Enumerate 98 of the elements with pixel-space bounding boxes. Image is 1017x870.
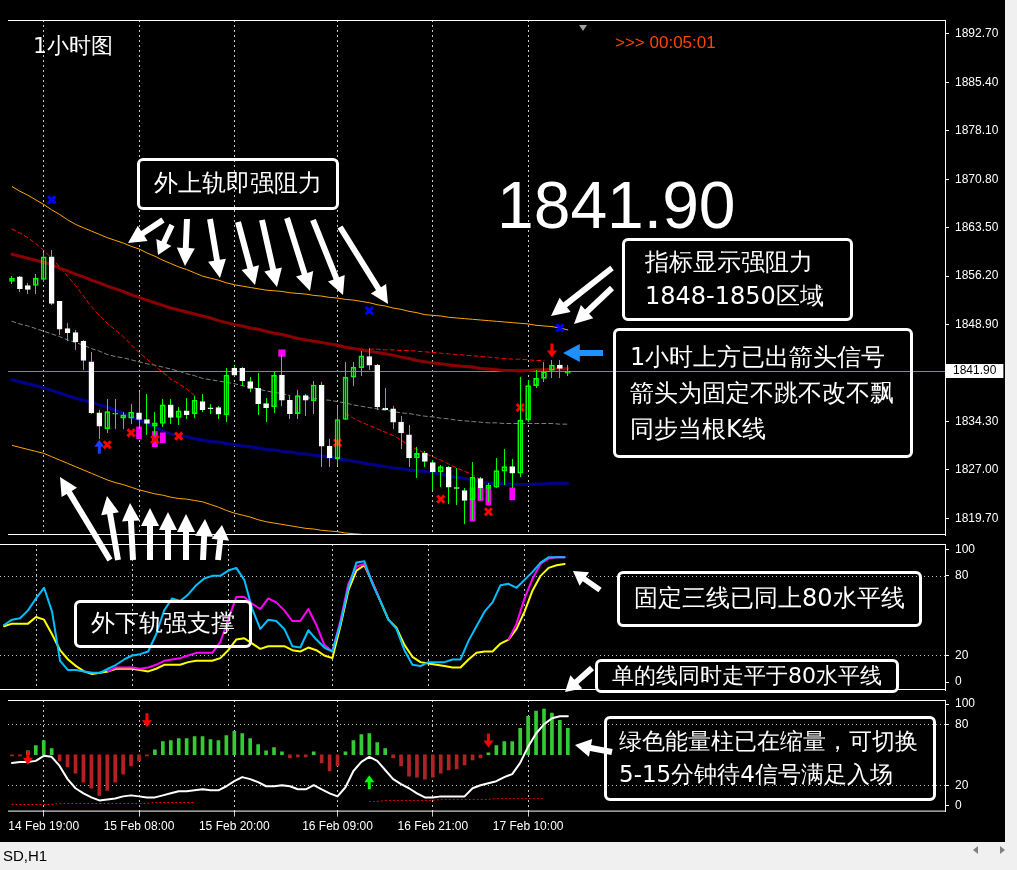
bar (240, 733, 245, 756)
bar (136, 426, 142, 440)
bar (168, 740, 173, 756)
bar (565, 728, 570, 756)
point (94, 439, 105, 454)
point (126, 427, 137, 438)
y-tick-label: 1856.20 (955, 268, 999, 283)
text: >>> 00:05:01 (615, 33, 716, 54)
bar (33, 745, 38, 756)
bar (510, 741, 515, 756)
x-tick-label: 14 Feb 19:00 (8, 819, 80, 834)
y-tick-label: 0 (955, 797, 962, 812)
text: SD,H1 (3, 847, 48, 865)
bar (367, 733, 372, 756)
bar (383, 748, 388, 756)
y-tick-label: 1834.30 (955, 413, 999, 428)
bar (311, 751, 316, 756)
point (364, 775, 375, 790)
bar (415, 754, 419, 778)
bar (303, 754, 308, 758)
y-tick-label: 20 (955, 647, 969, 662)
ref-line-label: 1841.90 (953, 363, 997, 378)
point (141, 713, 152, 728)
bar (375, 742, 380, 756)
bar (550, 712, 554, 756)
bar (105, 754, 110, 791)
bar (264, 750, 268, 756)
bar (407, 754, 411, 777)
point (483, 506, 494, 517)
bar (176, 738, 181, 756)
y-tick-label: 20 (955, 777, 969, 792)
point (173, 431, 184, 442)
bar (509, 487, 516, 501)
x-tick-label: 16 Feb 21:00 (397, 819, 469, 834)
point (546, 343, 557, 358)
bar (542, 708, 546, 756)
bar (129, 754, 133, 767)
text: 固定三线已同上80水平线 (617, 571, 922, 627)
bar (161, 741, 165, 756)
point (22, 750, 33, 765)
y-tick-label: 80 (955, 716, 969, 731)
bar (558, 719, 562, 756)
y-tick-label: 1827.00 (955, 462, 999, 477)
bar (288, 754, 292, 759)
point (483, 733, 494, 748)
point (102, 439, 113, 450)
bar (49, 748, 54, 756)
bar (272, 747, 276, 756)
text: 1小时上方已出箭头信号箭头为固定不跳不改不飘同步当根K线 (613, 328, 913, 458)
point (435, 494, 446, 505)
bar (160, 432, 166, 444)
bar (399, 754, 403, 767)
y-tick-label: 1892.70 (955, 26, 999, 41)
y-tick-label: 80 (955, 568, 969, 583)
bar (153, 749, 157, 756)
text: 1小时图 (33, 33, 113, 60)
y-tick-label: 1863.50 (955, 220, 999, 235)
y-tick-label: 1848.90 (955, 316, 999, 331)
bar (280, 751, 284, 756)
bar (248, 738, 253, 756)
bar (121, 754, 125, 775)
annotation: 外上轨即强阻力 (137, 158, 339, 210)
y-tick-label: 100 (955, 696, 976, 711)
point (364, 305, 375, 316)
candlestick (207, 404, 214, 414)
bar (431, 754, 435, 778)
bar (137, 754, 141, 762)
y-tick-label: 100 (955, 541, 976, 556)
bar (518, 728, 522, 756)
text: 绿色能量柱已在缩量，可切换5-15分钟待4信号满足入场 (604, 716, 936, 801)
bar (446, 754, 451, 771)
bar (502, 741, 507, 756)
bar (256, 744, 260, 756)
y-tick-label: 1870.80 (955, 171, 999, 186)
y-tick-label: 1885.40 (955, 74, 999, 89)
bar (438, 754, 443, 774)
annotation: 1841.90 (497, 168, 736, 242)
x-tick-label: 15 Feb 08:00 (103, 819, 175, 834)
bar (41, 740, 46, 756)
x-tick-label: 17 Feb 10:00 (492, 819, 564, 834)
text: 指标显示强阻力1848-1850区域 (645, 248, 824, 310)
point (46, 194, 57, 205)
bar (486, 752, 491, 756)
line-series (368, 348, 545, 361)
bar (232, 731, 237, 756)
bar (296, 754, 300, 758)
bar (534, 710, 538, 756)
y-tick-label: 1878.10 (955, 123, 999, 138)
bar (97, 754, 102, 796)
text: 单的线同时走平于80水平线 (595, 659, 899, 694)
bar (423, 754, 427, 780)
bar (391, 754, 395, 759)
x-tick-label: 16 Feb 09:00 (302, 819, 374, 834)
y-tick-label: 0 (955, 674, 962, 689)
x-tick-label: 15 Feb 20:00 (198, 819, 270, 834)
y-tick-label: 1819.70 (955, 510, 999, 525)
bar (113, 754, 118, 783)
point (554, 322, 565, 333)
